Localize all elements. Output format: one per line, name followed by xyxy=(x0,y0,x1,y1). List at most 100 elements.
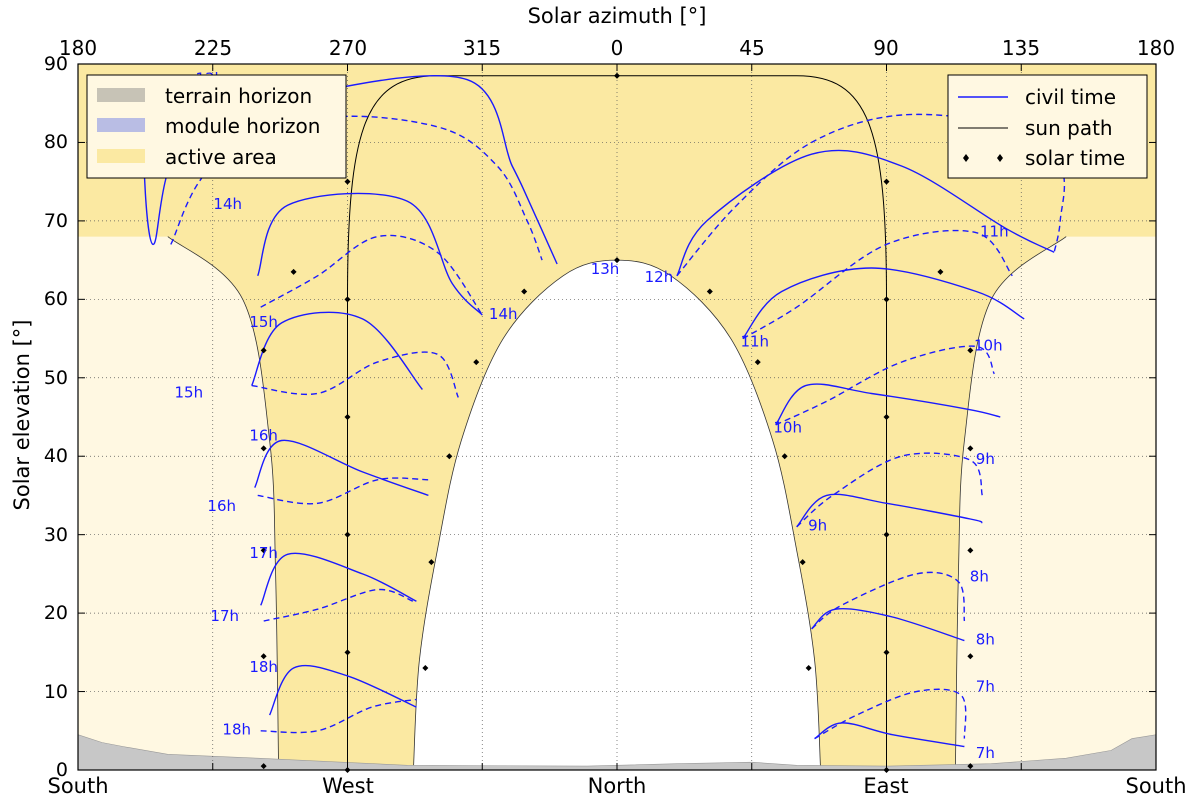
solar-time-marker xyxy=(997,154,1003,162)
civil-time-dashed-curve xyxy=(260,234,483,316)
civil-time-hour-label: 15h xyxy=(249,313,278,331)
solar-time-marker xyxy=(883,649,890,656)
y-tick-label: 10 xyxy=(44,681,68,703)
top-tick-label: 90 xyxy=(873,36,898,60)
civil-time-dashed-curve xyxy=(811,571,966,630)
civil-time-curve xyxy=(676,149,1055,277)
top-tick-label: 225 xyxy=(194,36,232,60)
active-area-swatch xyxy=(97,149,145,163)
top-axis-label: Solar azimuth [°] xyxy=(528,4,707,28)
solar-time-marker xyxy=(260,547,267,554)
solar-time-marker xyxy=(344,531,351,538)
civil-time-hour-label: 7h xyxy=(976,744,995,762)
terrain-horizon-area xyxy=(77,734,1157,771)
top-tick-label: 270 xyxy=(329,36,367,60)
solar-time-marker xyxy=(883,414,890,420)
top-tick-label: 135 xyxy=(1002,36,1040,60)
civil-time-curve xyxy=(796,493,983,528)
civil-time-dashed-curve xyxy=(263,588,414,622)
solar-time-marker xyxy=(428,559,435,566)
solar-time-marker xyxy=(883,296,890,303)
solar-time-marker xyxy=(260,347,267,354)
inactive-area-west xyxy=(78,236,279,771)
terrain-horizon-swatch xyxy=(97,88,145,102)
plot-layer: 13h13h12h12h14h14h11h11h15h15h10h10h16h1… xyxy=(77,63,1157,773)
solar-time-marker xyxy=(883,531,890,538)
y-tick-label: 80 xyxy=(44,131,68,153)
civil-time-curve xyxy=(260,552,417,606)
legend-module-horizon-label: module horizon xyxy=(165,114,320,138)
civil-time-dashed-curve xyxy=(775,345,995,426)
y-tick-label: 30 xyxy=(44,524,68,546)
solar-time-marker xyxy=(614,257,620,264)
civil-time-hour-label: 14h xyxy=(213,195,242,213)
legend-terrain-horizon-label: terrain horizon xyxy=(165,84,312,108)
bottom-tick-label: North xyxy=(588,774,647,798)
civil-time-hour-label: 7h xyxy=(976,678,995,696)
solar-time-marker xyxy=(781,453,788,460)
top-tick-label: 315 xyxy=(463,36,501,60)
legend-active-area-label: active area xyxy=(165,145,277,169)
civil-time-dashed-curve xyxy=(796,452,983,528)
solar-time-marker xyxy=(799,559,806,566)
civil-time-dashed-curve xyxy=(251,351,459,398)
bottom-tick-label: East xyxy=(863,774,908,798)
legend-sun-path-label: sun path xyxy=(1025,116,1113,140)
solar-time-marker xyxy=(805,665,812,672)
civil-time-hour-label: 8h xyxy=(970,568,989,586)
civil-time-hour-label: 17h xyxy=(210,607,239,625)
solar-time-marker xyxy=(260,445,267,452)
solar-time-marker xyxy=(260,653,267,660)
solar-time-marker xyxy=(614,72,620,79)
civil-time-curve xyxy=(268,664,417,716)
bottom-axis: South West North East South xyxy=(47,774,1186,798)
civil-time-curve xyxy=(254,439,429,497)
civil-time-hour-label: 15h xyxy=(174,383,203,401)
civil-time-curve xyxy=(742,267,1025,340)
solar-time-marker xyxy=(344,414,351,420)
solar-time-marker xyxy=(967,445,974,452)
solar-time-marker xyxy=(754,359,761,366)
civil-time-hour-label: 16h xyxy=(207,497,236,515)
solar-time-marker xyxy=(521,288,528,295)
solar-time-marker xyxy=(344,649,351,656)
y-tick-label: 90 xyxy=(44,53,68,75)
civil-time-hour-label: 10h xyxy=(974,336,1003,354)
legend-right-frame xyxy=(947,74,1148,179)
solar-time-marker xyxy=(883,178,890,185)
civil-time-dashed-curve xyxy=(742,229,1013,340)
legend-left: terrain horizon module horizon active ar… xyxy=(86,74,347,179)
civil-time-hour-label: 11h xyxy=(740,332,769,350)
civil-time-hour-label: 8h xyxy=(976,630,995,648)
active-boundary-east xyxy=(955,236,1067,771)
solar-time-marker xyxy=(446,453,453,460)
civil-time-hour-label: 9h xyxy=(976,450,995,468)
inactive-area-east xyxy=(955,236,1156,771)
solar-time-marker xyxy=(422,665,429,672)
civil-time-dashed-curve xyxy=(676,113,1066,277)
solar-time-marker xyxy=(473,359,480,366)
solar-time-marker xyxy=(963,154,969,162)
legend-right: civil time sun path solar time xyxy=(947,74,1148,179)
top-tick-label: 0 xyxy=(611,36,624,60)
civil-time-dashed-curve xyxy=(257,477,429,505)
solar-time-marker xyxy=(967,347,974,354)
bottom-tick-label: South xyxy=(1125,774,1186,798)
bottom-tick-label: West xyxy=(322,774,374,798)
civil-time-curve xyxy=(814,722,965,748)
civil-time-hour-label: 17h xyxy=(249,544,278,562)
y-tick-label: 20 xyxy=(44,602,68,624)
solar-time-marker xyxy=(967,547,974,554)
y-tick-label: 60 xyxy=(44,288,68,310)
top-tick-label: 180 xyxy=(59,36,97,60)
top-tick-label: 45 xyxy=(739,36,764,60)
module-horizon-swatch xyxy=(97,118,145,132)
civil-time-hour-label: 18h xyxy=(222,721,251,739)
y-tick-label: 40 xyxy=(44,445,68,467)
civil-time-hour-label: 9h xyxy=(808,517,827,535)
top-tick-label: 180 xyxy=(1137,36,1175,60)
civil-time-dashed-curve xyxy=(260,698,417,734)
y-axis-label: Solar elevation [°] xyxy=(10,320,34,511)
civil-time-curve xyxy=(775,383,1001,426)
